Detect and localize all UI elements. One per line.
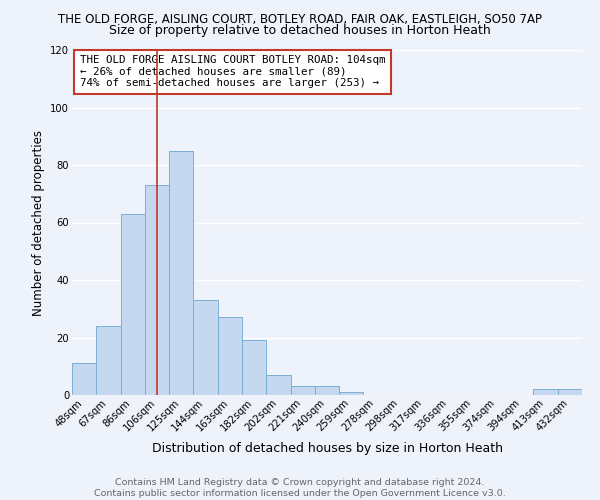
Bar [169, 150, 193, 395]
Bar [193, 300, 218, 395]
Bar [315, 386, 339, 395]
X-axis label: Distribution of detached houses by size in Horton Heath: Distribution of detached houses by size … [151, 442, 503, 454]
Text: Contains HM Land Registry data © Crown copyright and database right 2024.
Contai: Contains HM Land Registry data © Crown c… [94, 478, 506, 498]
Bar [290, 386, 315, 395]
Bar [72, 364, 96, 395]
Y-axis label: Number of detached properties: Number of detached properties [32, 130, 44, 316]
Bar [266, 375, 290, 395]
Bar [242, 340, 266, 395]
Bar [96, 326, 121, 395]
Text: Size of property relative to detached houses in Horton Heath: Size of property relative to detached ho… [109, 24, 491, 37]
Bar [121, 214, 145, 395]
Bar [145, 185, 169, 395]
Bar [533, 389, 558, 395]
Bar [558, 389, 582, 395]
Bar [218, 318, 242, 395]
Text: THE OLD FORGE, AISLING COURT, BOTLEY ROAD, FAIR OAK, EASTLEIGH, SO50 7AP: THE OLD FORGE, AISLING COURT, BOTLEY ROA… [58, 12, 542, 26]
Text: THE OLD FORGE AISLING COURT BOTLEY ROAD: 104sqm
← 26% of detached houses are sma: THE OLD FORGE AISLING COURT BOTLEY ROAD:… [80, 55, 385, 88]
Bar [339, 392, 364, 395]
